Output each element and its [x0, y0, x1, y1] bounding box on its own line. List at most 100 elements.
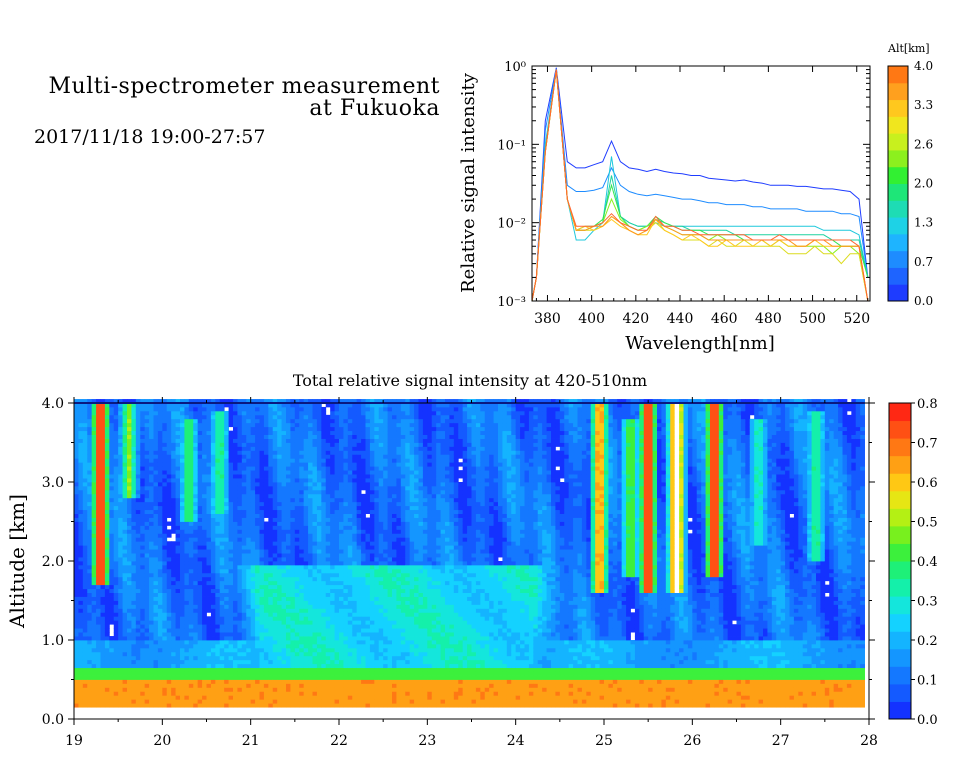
heatmap-cell — [290, 687, 296, 692]
heatmap-cell — [109, 478, 115, 483]
heatmap-cell — [219, 454, 225, 459]
heatmap-cell — [246, 647, 252, 653]
heatmap-cell — [290, 513, 296, 518]
heatmap-cell — [171, 667, 176, 672]
heatmap-cell — [162, 679, 168, 684]
heatmap-cell — [290, 509, 296, 514]
heatmap-cell — [74, 628, 79, 633]
heatmap-cell — [268, 541, 274, 546]
heatmap-cell — [127, 549, 132, 554]
heatmap-cell — [334, 588, 340, 593]
heatmap-cell — [316, 592, 322, 597]
heatmap-cell — [294, 549, 300, 554]
heatmap-cell — [219, 466, 225, 471]
heatmap-cell — [277, 632, 282, 637]
heatmap-cell — [153, 489, 159, 495]
heatmap-cell — [219, 572, 225, 578]
heatmap-cell — [290, 596, 296, 601]
heatmap-cell — [74, 509, 79, 514]
heatmap-cell — [215, 454, 221, 459]
heatmap-cell — [294, 655, 300, 661]
heatmap-cell — [281, 462, 287, 467]
heatmap-cell — [109, 501, 115, 507]
heatmap-cell — [272, 588, 278, 593]
heatmap-cell — [135, 675, 141, 680]
heatmap-cell — [224, 695, 229, 700]
heatmap-cell — [294, 636, 300, 641]
heatmap-cell — [241, 616, 247, 621]
heatmap-cell — [219, 497, 225, 503]
heatmap-cell — [206, 636, 212, 641]
heatmap-cell — [153, 561, 159, 566]
heatmap-cell — [290, 604, 296, 609]
heatmap-cell — [193, 675, 199, 680]
heatmap-cell — [175, 675, 181, 680]
heatmap-cell — [325, 699, 331, 704]
heatmap-cell — [259, 521, 265, 526]
heatmap-cell — [233, 438, 238, 443]
heatmap-cell — [82, 651, 88, 657]
heatmap-cell — [246, 545, 252, 550]
heatmap-cell — [316, 620, 322, 625]
heatmap-cell — [219, 699, 225, 704]
heatmap-cell — [144, 450, 150, 455]
heatmap-cell — [78, 454, 84, 459]
heatmap-cell — [263, 549, 269, 554]
heatmap-cell — [74, 580, 79, 586]
spectrum-y-tick-label: 10⁻¹ — [497, 138, 526, 153]
heatmap-cell — [286, 501, 291, 507]
heatmap-cell — [96, 533, 101, 538]
heatmap-cell — [78, 596, 84, 601]
heatmap-cell — [96, 450, 101, 455]
heatmap-cell — [219, 616, 225, 621]
heatmap-cell — [202, 588, 207, 593]
heatmap-cell — [100, 600, 106, 605]
heatmap-cell — [157, 458, 163, 463]
heatmap-cell — [308, 406, 313, 412]
heatmap-cell — [325, 454, 331, 459]
heatmap-cell — [237, 493, 243, 499]
heatmap-cell — [188, 478, 194, 483]
heatmap-cell — [215, 406, 221, 412]
heatmap-cell — [153, 438, 159, 443]
heatmap-cell — [339, 549, 344, 554]
heatmap-cell — [109, 497, 115, 503]
heatmap-cell — [202, 513, 207, 518]
heatmap-cell — [175, 466, 181, 471]
heatmap-cell — [113, 667, 119, 672]
heatmap-cell — [140, 462, 146, 467]
heatmap-cell — [250, 493, 256, 499]
heatmap-cell — [131, 568, 137, 574]
heatmap-cell — [246, 624, 252, 629]
heatmap-cell — [135, 576, 141, 582]
heatmap-cell — [325, 470, 331, 475]
heatmap-cell — [74, 616, 79, 621]
heatmap-cell — [312, 699, 318, 704]
heatmap-cell — [118, 549, 123, 554]
heatmap-cell — [91, 604, 97, 609]
heatmap-cell — [118, 620, 123, 625]
heatmap-cell — [82, 564, 88, 570]
heatmap-cell — [184, 647, 190, 653]
heatmap-cell — [286, 414, 291, 420]
heatmap-cell — [144, 553, 150, 558]
heatmap-cell — [193, 466, 199, 471]
heatmap-cell — [206, 493, 212, 499]
heatmap-cell — [224, 699, 229, 704]
heatmap-cell — [193, 647, 199, 653]
heatmap-cell — [219, 450, 225, 455]
heatmap-cell — [87, 687, 93, 692]
heatmap-cell — [113, 580, 119, 586]
heatmap-cell — [197, 687, 203, 692]
heatmap-cell — [308, 624, 313, 629]
heatmap-cell — [250, 470, 256, 475]
heatmap-cell — [144, 596, 150, 601]
heatmap-cell — [343, 509, 349, 514]
heatmap-cell — [135, 426, 141, 432]
heatmap-cell — [91, 478, 97, 483]
heatmap-cell — [299, 446, 305, 451]
heatmap-cell — [87, 691, 93, 696]
heatmap-cell — [299, 643, 305, 649]
heatmap-cell — [312, 493, 318, 499]
heatmap-cell — [109, 462, 115, 467]
